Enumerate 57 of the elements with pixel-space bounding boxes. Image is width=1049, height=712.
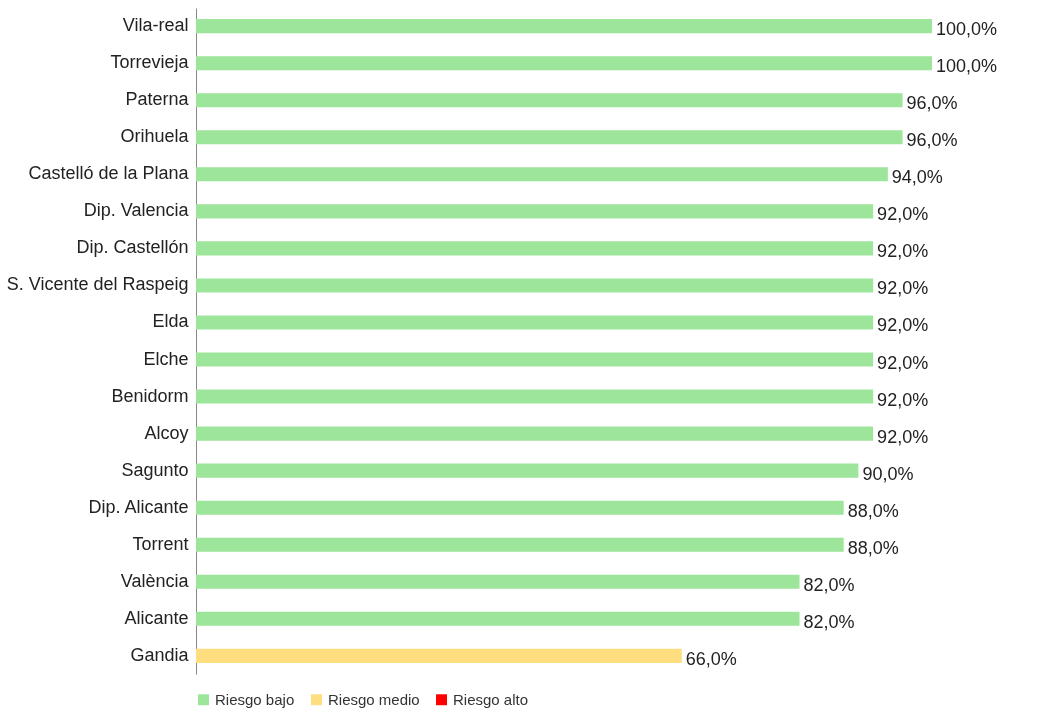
data-label: 82,0% bbox=[803, 574, 855, 595]
y-tick-label: Dip. Castellón bbox=[76, 237, 189, 258]
bar bbox=[196, 463, 859, 478]
data-label: 92,0% bbox=[877, 315, 929, 336]
y-tick-label: Elche bbox=[143, 348, 189, 369]
bar bbox=[196, 426, 874, 441]
data-label: 92,0% bbox=[877, 352, 929, 373]
y-tick-label: Torrevieja bbox=[110, 52, 190, 73]
bar bbox=[196, 56, 932, 71]
y-tick-label: Sagunto bbox=[121, 459, 189, 480]
legend-label: Riesgo bajo bbox=[215, 690, 295, 708]
data-label: 82,0% bbox=[803, 611, 855, 632]
bar bbox=[196, 93, 903, 108]
data-label: 88,0% bbox=[847, 500, 899, 521]
y-tick-label: Vila-real bbox=[122, 15, 189, 36]
y-tick-label: Elda bbox=[152, 311, 190, 332]
y-tick-label: València bbox=[120, 570, 190, 591]
y-tick-label: Orihuela bbox=[120, 126, 190, 147]
data-label: 92,0% bbox=[877, 426, 929, 447]
data-label: 88,0% bbox=[847, 537, 899, 558]
y-tick-label: Torrent bbox=[132, 533, 189, 554]
bar bbox=[196, 167, 888, 182]
y-tick-label: Paterna bbox=[125, 89, 190, 110]
bar bbox=[196, 389, 874, 404]
y-tick-label: Alicante bbox=[124, 607, 189, 628]
bar bbox=[196, 130, 903, 145]
y-tick-label: Dip. Valencia bbox=[83, 200, 190, 221]
bar bbox=[196, 537, 844, 552]
data-label: 92,0% bbox=[877, 204, 929, 225]
bar bbox=[196, 574, 800, 589]
bar bbox=[196, 19, 932, 34]
y-tick-label: S. Vicente del Raspeig bbox=[6, 274, 189, 295]
data-label: 100,0% bbox=[936, 19, 998, 40]
y-tick-label: Gandia bbox=[130, 644, 190, 665]
bar bbox=[196, 241, 874, 256]
bar bbox=[196, 500, 844, 515]
data-label: 94,0% bbox=[891, 167, 943, 188]
data-label: 66,0% bbox=[685, 648, 737, 669]
bar bbox=[196, 315, 874, 330]
data-label: 90,0% bbox=[862, 463, 914, 484]
data-label: 92,0% bbox=[877, 278, 929, 299]
data-label: 92,0% bbox=[877, 241, 929, 262]
legend-label: Riesgo alto bbox=[453, 690, 529, 708]
bar bbox=[196, 648, 682, 663]
y-tick-label: Benidorm bbox=[111, 385, 189, 406]
bar bbox=[196, 352, 874, 367]
data-label: 96,0% bbox=[906, 93, 958, 114]
data-label: 96,0% bbox=[906, 130, 958, 151]
legend-label: Riesgo medio bbox=[328, 690, 420, 708]
y-tick-label: Alcoy bbox=[144, 422, 189, 443]
bar bbox=[196, 204, 874, 219]
data-label: 92,0% bbox=[877, 389, 929, 410]
y-tick-label: Dip. Alicante bbox=[88, 496, 189, 517]
data-label: 100,0% bbox=[936, 56, 998, 77]
y-tick-label: Castelló de la Plana bbox=[28, 163, 190, 184]
bar bbox=[196, 278, 874, 293]
bar bbox=[196, 611, 800, 626]
